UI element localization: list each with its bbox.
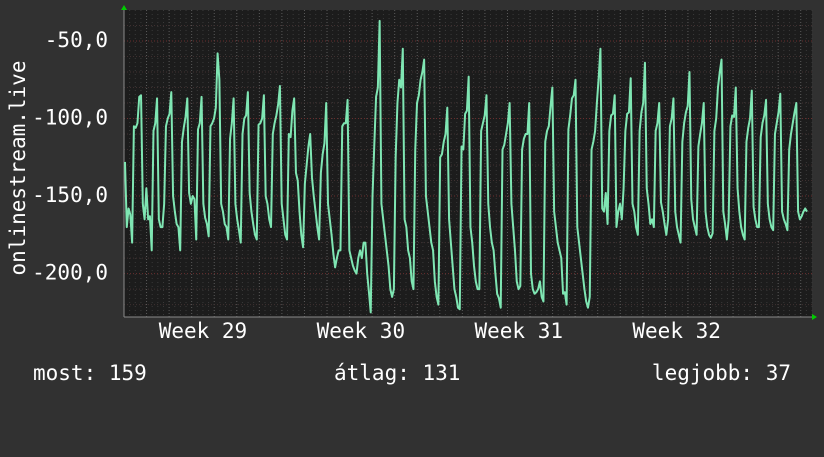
chart: -50,0 -100,0 -150,0 -200,0 Week 29 Week 30 Wee… xyxy=(6,5,817,343)
x-tick-label: Week 31 xyxy=(474,319,563,343)
series-line xyxy=(124,19,808,314)
y-tick-label: -200,0 xyxy=(32,261,108,285)
stat-best: legjobb: 37 xyxy=(651,361,791,385)
y-axis-arrow xyxy=(121,5,127,10)
x-tick-label: Week 30 xyxy=(317,319,406,343)
y-tick-label: -50,0 xyxy=(45,28,108,52)
y-tick-label: -100,0 xyxy=(32,106,108,130)
stat-current: most: 159 xyxy=(33,361,147,385)
x-axis-arrow xyxy=(812,314,817,320)
series-layer xyxy=(124,19,808,314)
y-tick-label: -150,0 xyxy=(32,183,108,207)
stats-bar: most: 159 átlag: 131 legjobb: 37 xyxy=(0,361,824,391)
y-axis-label: onlinestream.live xyxy=(6,61,30,276)
tick-labels: -50,0 -100,0 -150,0 -200,0 Week 29 Week 30 Wee… xyxy=(32,28,721,343)
axes xyxy=(121,5,817,320)
grid xyxy=(123,10,813,317)
x-tick-label: Week 29 xyxy=(159,319,248,343)
x-tick-label: Week 32 xyxy=(632,319,721,343)
stat-average: átlag: 131 xyxy=(334,361,461,385)
